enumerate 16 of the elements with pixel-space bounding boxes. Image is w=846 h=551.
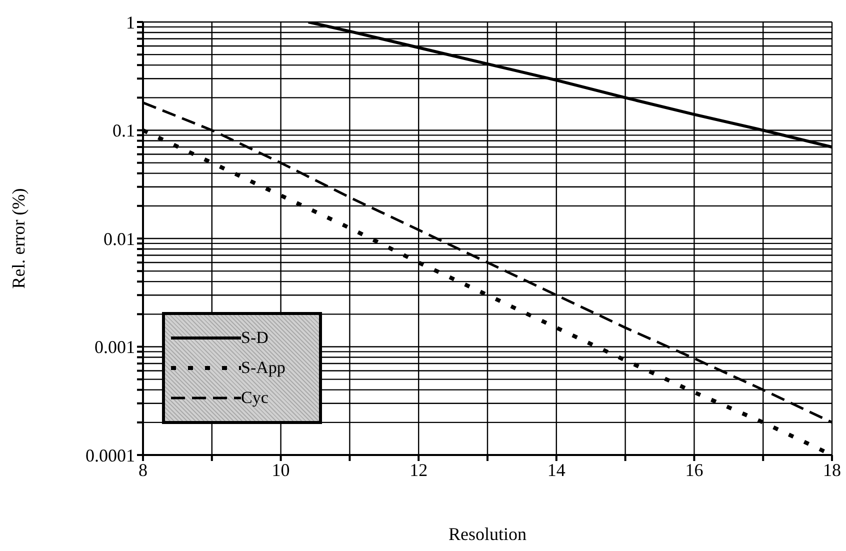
y-tick-label: 0.1 <box>112 120 135 141</box>
y-axis-title: Rel. error (%) <box>8 188 28 289</box>
legend-label: S-D <box>241 328 268 348</box>
x-tick-label: 10 <box>272 460 290 480</box>
x-axis-title: Resolution <box>448 524 527 544</box>
legend-label: S-App <box>241 358 286 378</box>
y-tick-label: 0.01 <box>104 228 135 249</box>
x-tick-label: 18 <box>823 460 841 480</box>
x-tick-label: 8 <box>138 460 148 480</box>
y-tick-label: 0.001 <box>94 337 135 358</box>
x-tick-label: 14 <box>547 460 566 480</box>
x-tick-label: 16 <box>685 460 704 480</box>
y-tick-label: 1 <box>126 12 135 32</box>
y-tick-label: 0.0001 <box>86 445 135 466</box>
legend-label: Cyc <box>241 388 268 408</box>
x-tick-label: 12 <box>410 460 428 480</box>
